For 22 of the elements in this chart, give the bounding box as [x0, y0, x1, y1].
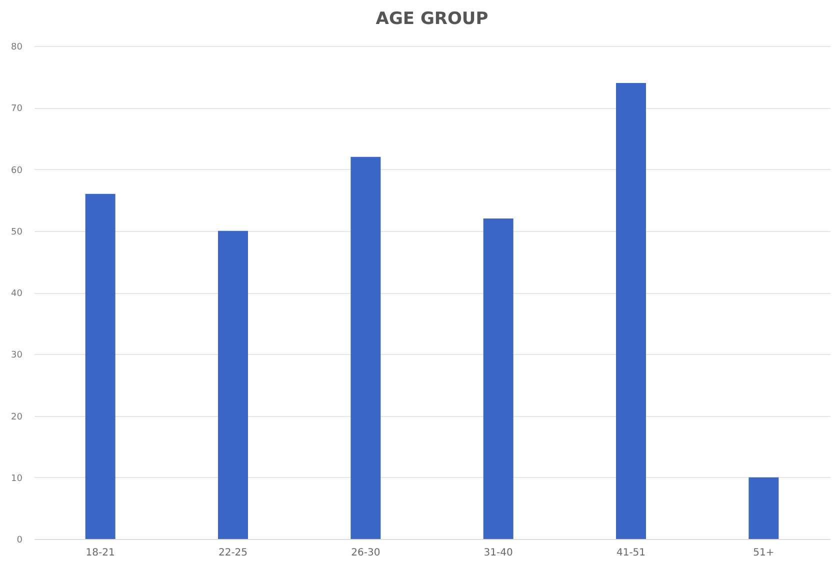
x-tick-label: 18-21 — [86, 548, 115, 558]
y-tick-label: 10 — [11, 474, 23, 484]
y-tick-label: 80 — [11, 42, 23, 52]
x-tick-label: 41-51 — [616, 548, 646, 558]
y-tick-label: 20 — [11, 412, 23, 422]
y-tick-label: 30 — [11, 350, 23, 361]
x-tick-label: 31-40 — [484, 548, 513, 558]
y-tick-label: 40 — [11, 289, 23, 299]
bar — [85, 194, 116, 539]
y-tick-label: 50 — [11, 227, 23, 238]
x-tick-label: 22-25 — [218, 548, 248, 558]
y-tick-label: 60 — [11, 166, 23, 176]
bar — [350, 156, 381, 539]
chart-title: AGE GROUP — [376, 9, 488, 29]
bar — [483, 218, 514, 539]
y-tick-label: 0 — [16, 536, 23, 546]
x-tick-label: 26-30 — [351, 548, 380, 558]
y-tick-label: 70 — [11, 104, 23, 114]
bar — [616, 82, 646, 539]
bar — [748, 477, 779, 539]
x-tick-label: 51+ — [753, 548, 774, 558]
bar — [218, 230, 248, 539]
